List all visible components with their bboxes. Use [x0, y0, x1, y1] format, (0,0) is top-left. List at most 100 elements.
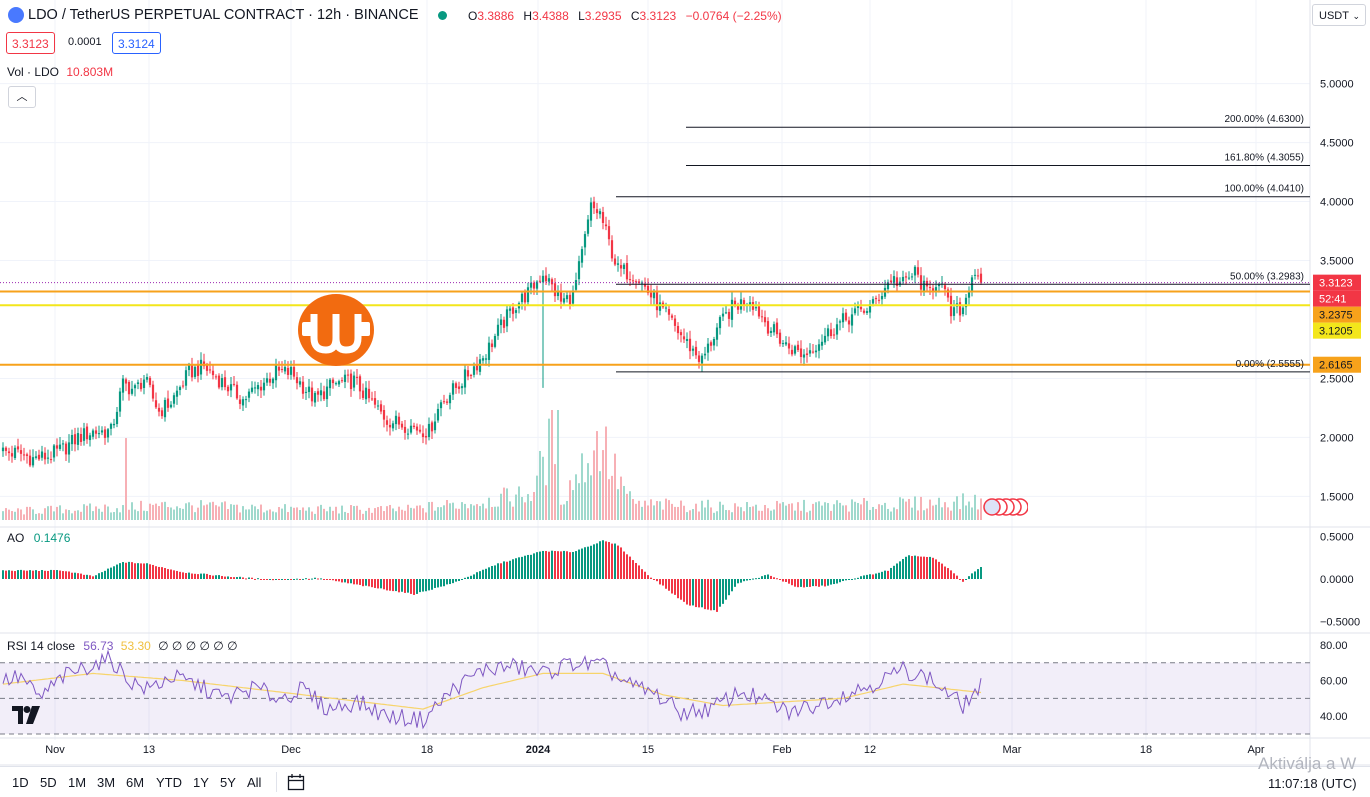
- promo-logo[interactable]: [298, 294, 374, 366]
- ao-bar: [92, 576, 94, 579]
- ao-bar: [743, 579, 745, 582]
- timeframe-button[interactable]: 5Y: [220, 775, 236, 790]
- tradingview-logo[interactable]: [12, 706, 42, 727]
- calendar-icon[interactable]: [287, 773, 305, 794]
- timeframe-button[interactable]: 1Y: [193, 775, 209, 790]
- timeframe-button[interactable]: 5D: [40, 775, 57, 790]
- volume-bar: [938, 497, 940, 520]
- ao-bar: [662, 579, 664, 586]
- ao-bar: [701, 579, 703, 608]
- volume-legend[interactable]: Vol · LDO 10.803M: [7, 65, 114, 79]
- candle-body: [514, 310, 518, 313]
- candle-body: [250, 387, 254, 392]
- candle-body: [232, 383, 236, 385]
- ao-bar: [137, 563, 139, 579]
- ao-bar: [122, 562, 124, 579]
- ao-bar: [866, 574, 868, 579]
- ao-bar: [128, 561, 130, 579]
- volume-bar: [968, 501, 970, 520]
- clock[interactable]: 11:07:18 (UTC): [1268, 776, 1357, 791]
- volume-bar: [83, 504, 85, 520]
- ao-bar: [419, 579, 421, 593]
- volume-bar: [431, 501, 433, 520]
- candle-body: [94, 430, 98, 434]
- candle-body: [520, 293, 524, 303]
- candle-body: [40, 451, 44, 458]
- candle-body: [448, 395, 452, 404]
- buy-button[interactable]: 3.3124: [112, 32, 161, 54]
- candle-body: [685, 339, 689, 342]
- timeframe-button[interactable]: All: [247, 775, 262, 790]
- volume-bar: [257, 509, 259, 520]
- ao-bar: [236, 577, 238, 579]
- ao-bar: [482, 569, 484, 579]
- ao-bar: [179, 571, 181, 579]
- volume-bar: [527, 494, 529, 520]
- ao-bar: [413, 579, 415, 595]
- volume-bar: [188, 502, 190, 520]
- volume-bar: [563, 504, 565, 520]
- ao-bar: [542, 550, 544, 579]
- ao-bar: [845, 579, 847, 581]
- currency-button[interactable]: USDT ⌄: [1312, 4, 1366, 26]
- chevron-up-icon[interactable]: ︿: [8, 86, 36, 108]
- volume-bar: [962, 493, 964, 520]
- volume-bar: [629, 491, 631, 520]
- ao-bar: [521, 556, 523, 579]
- volume-bar: [674, 506, 676, 520]
- sell-button[interactable]: 3.3123: [6, 32, 55, 54]
- volume-bar: [578, 483, 580, 520]
- market-status-dot[interactable]: [438, 11, 447, 20]
- volume-bar: [902, 498, 904, 520]
- volume-bar: [200, 500, 202, 520]
- fib-level-label: 50.00% (3.2983): [1230, 271, 1304, 282]
- timeframe-button[interactable]: 1D: [12, 775, 29, 790]
- ao-bar: [602, 540, 604, 579]
- ao-bar: [956, 575, 958, 579]
- candle-body: [100, 430, 104, 433]
- volume-bar: [665, 498, 667, 520]
- ao-legend[interactable]: AO 0.1476: [7, 531, 71, 545]
- ao-bar: [47, 570, 49, 579]
- ao-bar: [5, 570, 7, 579]
- candle-body: [160, 410, 164, 417]
- ao-bar: [86, 574, 88, 579]
- candle-body: [490, 343, 494, 348]
- grid-lines: [0, 0, 1370, 766]
- ao-bar: [206, 573, 208, 579]
- chart-title[interactable]: LDO / TetherUS PERPETUAL CONTRACT · 12h …: [28, 7, 419, 23]
- volume-bar: [728, 510, 730, 520]
- ao-bar: [629, 556, 631, 579]
- candle-body: [679, 332, 683, 336]
- timeframe-button[interactable]: 6M: [126, 775, 145, 790]
- volume-bar: [107, 506, 109, 520]
- volume-bar: [59, 505, 61, 520]
- timeframe-button[interactable]: 3M: [97, 775, 116, 790]
- ao-bar: [314, 577, 316, 579]
- ao-bar: [356, 579, 358, 585]
- volume-bar: [284, 504, 286, 520]
- candle-body: [277, 366, 281, 371]
- volume-bar: [317, 506, 319, 520]
- candle-body: [529, 282, 533, 288]
- volume-bar: [287, 512, 289, 520]
- timeframe-button[interactable]: 1M: [68, 775, 87, 790]
- volume-bar: [242, 506, 244, 520]
- ao-bar: [62, 571, 64, 579]
- candle-body: [619, 265, 623, 269]
- volume-bar: [950, 510, 952, 520]
- ao-bar: [446, 579, 448, 585]
- volume-bar: [482, 503, 484, 520]
- volume-bar: [515, 494, 517, 520]
- timeframe-button[interactable]: YTD: [156, 775, 182, 790]
- volume-bar: [2, 511, 4, 520]
- candle-body: [628, 279, 632, 281]
- candle-body: [796, 344, 800, 350]
- rsi-legend[interactable]: RSI 14 close 56.73 53.30 ∅ ∅ ∅ ∅ ∅ ∅: [7, 639, 238, 653]
- events-icon[interactable]: [982, 497, 1029, 517]
- candle-body: [856, 305, 860, 308]
- ao-bar: [686, 579, 688, 605]
- candle-body: [721, 313, 725, 317]
- volume-bar: [512, 506, 514, 520]
